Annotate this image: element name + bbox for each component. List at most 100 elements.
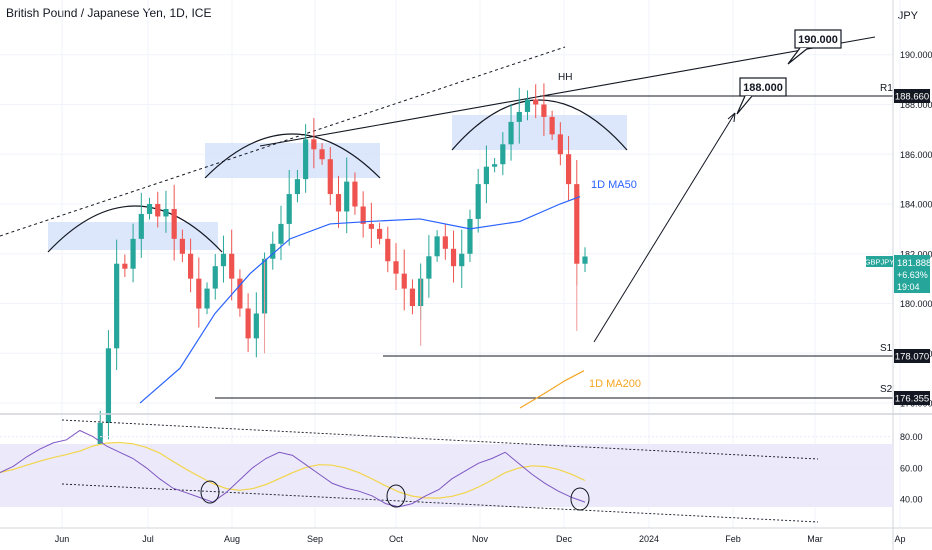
candle-body xyxy=(442,236,448,249)
rsi-tick-label: 80.00 xyxy=(900,432,923,442)
candle-body xyxy=(311,139,317,150)
callout-190-text: 190.000 xyxy=(798,34,838,46)
candle-body xyxy=(344,181,350,212)
candle-body xyxy=(409,288,416,307)
s1-price-text: 178.070 xyxy=(895,352,929,363)
rsi-circle-3 xyxy=(570,487,590,511)
price-tick-label: 190.000 xyxy=(900,50,932,60)
candle-body xyxy=(105,348,112,423)
candle-body xyxy=(212,266,218,289)
rsi-tick-label: 60.00 xyxy=(900,463,923,473)
r1-price-tag: 188.660 xyxy=(894,89,930,103)
arc-right xyxy=(451,99,628,151)
candle-body xyxy=(524,99,531,112)
candle-body xyxy=(401,273,407,289)
candle-body xyxy=(204,288,210,309)
candle-body xyxy=(368,223,374,229)
candle-body xyxy=(114,263,120,349)
hh-label: HH xyxy=(558,72,572,83)
higher-highs-trendline xyxy=(259,36,876,147)
s2-label: S2 xyxy=(880,384,893,395)
r1-label: R1 xyxy=(880,83,893,94)
candle-body xyxy=(196,278,202,309)
candle-body xyxy=(434,236,440,257)
candle-body xyxy=(122,263,128,269)
candle-body xyxy=(319,149,325,160)
price-tick-label: 184.000 xyxy=(900,200,932,210)
projection-arrowhead xyxy=(727,112,736,123)
candle-body xyxy=(557,134,563,155)
moving-averages xyxy=(139,195,585,409)
candle-body xyxy=(426,256,432,279)
candle-body xyxy=(245,308,251,339)
arc-right-fill xyxy=(452,115,627,150)
candle-body xyxy=(393,261,399,274)
candle-body xyxy=(278,223,284,244)
candle-body xyxy=(163,208,169,217)
candle-body xyxy=(220,253,227,267)
candle-body xyxy=(286,194,292,224)
candle-body xyxy=(138,213,144,239)
candle-body xyxy=(335,194,342,212)
time-tick-label: 2024 xyxy=(639,534,659,544)
candle-body xyxy=(294,179,301,195)
rsi-signal-line xyxy=(0,441,586,499)
arc-mid xyxy=(204,133,381,179)
chart-title: British Pound / Japanese Yen, 1D, ICE xyxy=(6,6,212,20)
candle-body xyxy=(146,204,153,214)
price-tick-label: 188.000 xyxy=(900,100,932,110)
candle-body xyxy=(508,121,514,145)
candle-body xyxy=(237,278,243,309)
s1-price-tag: 178.070 xyxy=(894,349,930,363)
candle-body xyxy=(229,253,235,279)
ma50-label: 1D MA50 xyxy=(591,179,637,191)
arc-left xyxy=(47,205,223,253)
candle-body xyxy=(303,139,309,180)
rsi-axis[interactable]: 40.00 60.00 80.00 xyxy=(900,432,923,504)
candle-body xyxy=(475,184,481,219)
candle-body xyxy=(352,181,358,207)
candles xyxy=(97,83,588,477)
candle-body xyxy=(270,243,276,259)
candle-body xyxy=(541,104,547,117)
current-price-change: +6.63% xyxy=(897,270,928,280)
candle-body xyxy=(360,206,366,224)
rsi-circle-1 xyxy=(200,480,220,504)
currency-label: JPY xyxy=(897,10,918,22)
rsi-line xyxy=(0,429,586,508)
ma200-label: 1D MA200 xyxy=(589,378,641,390)
price-tick-label: 182.000 xyxy=(900,249,932,259)
s2-price-tag: 176.355 xyxy=(894,391,930,405)
candle-body xyxy=(385,238,391,262)
s1-label: S1 xyxy=(880,343,893,354)
rsi-grid xyxy=(0,436,893,500)
time-tick-label: Jun xyxy=(55,534,70,544)
rsi-circle-2 xyxy=(386,484,406,508)
time-tick-label: Feb xyxy=(725,534,741,544)
s2-price-text: 176.355 xyxy=(895,394,929,405)
time-tick-label: Aug xyxy=(224,534,240,544)
price-tick-label: 180.000 xyxy=(900,299,932,309)
callout-188-text: 188.000 xyxy=(743,82,783,94)
candle-body xyxy=(130,238,136,269)
time-axis[interactable]: Jun Jul Aug Sep Oct Nov Dec 2024 Feb Mar Ap xyxy=(55,534,906,544)
ma200-line xyxy=(519,370,585,409)
ma50-line xyxy=(139,195,581,404)
candle-body xyxy=(450,248,457,267)
time-tick-label: Sep xyxy=(307,534,323,544)
time-tick-label: Oct xyxy=(389,534,404,544)
candle-body xyxy=(179,238,185,254)
candle-body xyxy=(483,166,489,185)
candle-body xyxy=(155,204,161,217)
r1-price-text: 188.660 xyxy=(895,92,929,103)
candle-body xyxy=(549,116,555,135)
candle-body xyxy=(492,164,498,167)
candle-body xyxy=(565,154,572,185)
current-price-value: 181.888 xyxy=(897,258,931,269)
candle-body xyxy=(574,184,580,264)
time-tick-label: Mar xyxy=(807,534,823,544)
callout-190: 190.000 xyxy=(787,29,842,65)
rsi-tick-label: 40.00 xyxy=(900,494,923,504)
candle-body xyxy=(327,159,333,195)
